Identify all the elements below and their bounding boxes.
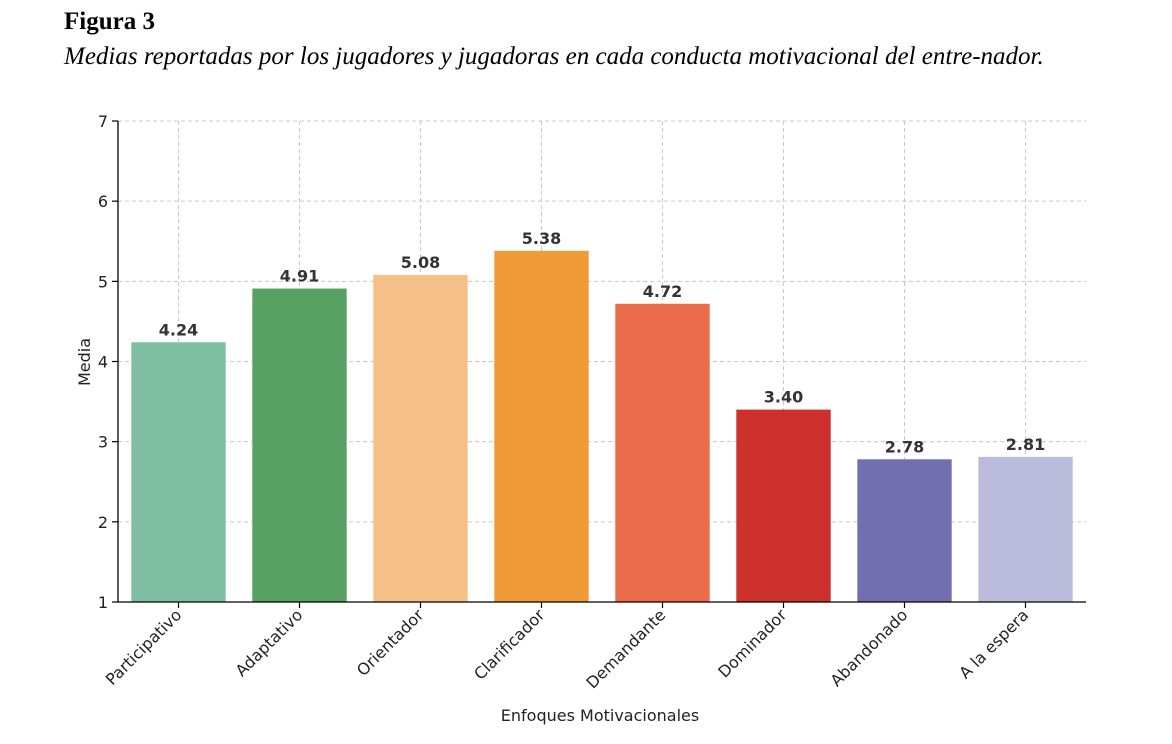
bar-participativo [131, 342, 226, 602]
y-tick-label: 2 [98, 513, 108, 532]
bar-demandante [615, 303, 710, 602]
figure-label: Figura 3 [64, 8, 155, 35]
bar-dominador [736, 409, 831, 602]
y-axis-label: Media [75, 338, 94, 386]
x-axis-ticks: Participativo Adaptativo Orientador Clarifi… [102, 602, 1032, 692]
value-label: 5.08 [401, 253, 440, 272]
value-label: 3.40 [764, 388, 803, 407]
y-tick-label: 1 [98, 593, 108, 612]
bar-orientador [373, 274, 468, 602]
value-label: 2.81 [1006, 435, 1045, 454]
y-tick-label: 3 [98, 433, 108, 452]
x-tick-label: Abandonado [827, 605, 912, 690]
value-label: 5.38 [522, 229, 561, 248]
y-tick-label: 6 [98, 192, 108, 211]
value-label: 4.24 [159, 320, 198, 339]
value-label: 2.78 [885, 437, 924, 456]
y-tick-label: 7 [98, 112, 108, 131]
bar-clarificador [494, 250, 589, 602]
bar-abandonado [857, 459, 952, 602]
x-tick-label: Clarificador [470, 605, 549, 684]
x-tick-label: Adaptativo [231, 605, 306, 680]
x-tick-label: Participativo [102, 605, 186, 689]
y-tick-label: 4 [98, 353, 108, 372]
y-tick-label: 5 [98, 272, 108, 291]
x-tick-label: Demandante [582, 605, 669, 692]
x-tick-label: Dominador [714, 605, 790, 681]
value-label: 4.72 [643, 282, 682, 301]
value-labels: 4.24 4.91 5.08 5.38 4.72 3.40 2.78 2.81 [159, 229, 1045, 456]
y-axis-ticks: 1 2 3 4 5 6 7 [98, 112, 118, 612]
value-label: 4.91 [280, 267, 319, 286]
bar-a-la-espera [978, 456, 1073, 602]
x-axis-label: Enfoques Motivacionales [501, 706, 699, 725]
bar-adaptativo [252, 288, 347, 602]
figure-caption: Medias reportadas por los jugadores y ju… [64, 43, 1044, 70]
x-tick-label: Orientador [353, 605, 428, 680]
bars [131, 250, 1073, 602]
x-tick-label: A la espera [955, 605, 1032, 682]
